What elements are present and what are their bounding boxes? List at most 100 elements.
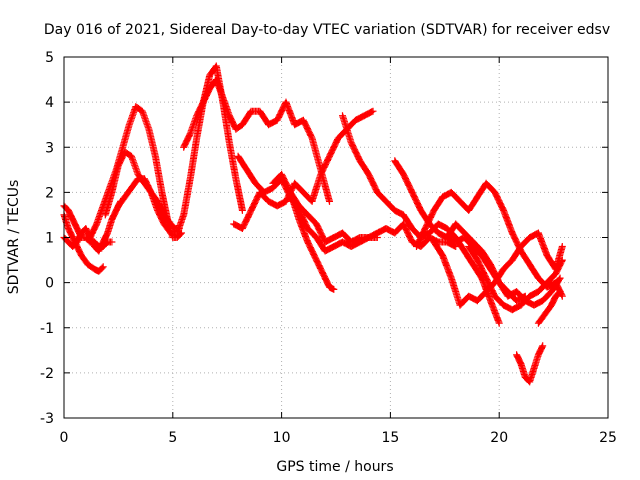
data-point	[467, 209, 470, 212]
data-point	[263, 191, 265, 194]
data-point	[98, 270, 100, 273]
y-tick-label: 4	[45, 95, 54, 111]
data-point	[480, 277, 483, 279]
data-point	[359, 241, 361, 243]
data-point	[311, 200, 313, 203]
data-point	[154, 155, 157, 158]
data-point	[541, 345, 544, 347]
data-point	[315, 223, 318, 225]
data-point	[156, 209, 159, 212]
data-point	[128, 123, 131, 126]
data-point	[163, 223, 165, 225]
data-point	[472, 241, 474, 243]
data-point	[208, 74, 211, 76]
chart-title: Day 016 of 2021, Sidereal Day-to-day VTE…	[44, 22, 610, 38]
data-point	[524, 295, 527, 297]
series-track-l	[339, 112, 503, 327]
data-point	[137, 178, 139, 180]
data-point	[341, 232, 344, 234]
data-point	[285, 200, 287, 203]
data-point	[450, 277, 453, 279]
data-point	[80, 254, 83, 257]
data-point	[80, 232, 83, 234]
data-point	[533, 367, 535, 370]
data-point	[180, 232, 183, 234]
data-point	[172, 236, 174, 239]
data-point	[537, 322, 540, 325]
data-point	[485, 277, 487, 279]
data-point	[254, 182, 257, 185]
data-point	[235, 128, 237, 130]
data-point	[376, 232, 379, 234]
data-point	[559, 290, 561, 293]
data-point	[561, 245, 564, 248]
data-point	[130, 187, 133, 189]
data-point	[467, 295, 470, 297]
data-point	[135, 105, 137, 108]
data-point	[554, 272, 557, 275]
data-markers	[443, 220, 564, 309]
data-point	[433, 241, 435, 243]
data-point	[237, 155, 239, 158]
data-point	[267, 200, 270, 203]
data-point	[467, 245, 470, 248]
data-point	[267, 123, 270, 126]
y-tick-label: 1	[45, 231, 54, 247]
data-point	[411, 191, 413, 194]
data-point	[102, 205, 104, 207]
data-point	[550, 304, 553, 306]
data-point	[117, 164, 120, 167]
data-point	[476, 196, 479, 198]
data-point	[507, 295, 509, 297]
data-point	[489, 263, 492, 266]
y-tick-label: -1	[40, 321, 54, 337]
data-point	[189, 178, 192, 180]
data-point	[472, 245, 474, 248]
data-point	[102, 241, 104, 243]
data-point	[537, 290, 540, 293]
axis-ticks: 0 5 10 15 20 25 -3 -2 -1 0 1 2 3 4 5	[40, 50, 617, 446]
data-point	[176, 232, 178, 234]
x-tick-label: 25	[599, 430, 617, 446]
data-point	[350, 241, 353, 243]
data-point	[350, 141, 353, 144]
series-track-k	[286, 188, 338, 293]
data-point	[228, 141, 231, 144]
data-point	[528, 295, 531, 297]
series-track-g	[180, 76, 333, 205]
data-point	[115, 209, 118, 212]
data-point	[337, 137, 339, 140]
data-point	[433, 209, 435, 212]
data-point	[117, 205, 120, 207]
data-point	[232, 223, 235, 225]
data-point	[241, 209, 244, 212]
data-point	[437, 232, 440, 234]
data-point	[324, 250, 326, 252]
data-point	[454, 241, 457, 243]
data-point	[333, 236, 335, 239]
data-point	[420, 209, 422, 212]
data-point	[354, 119, 357, 121]
data-point	[454, 223, 457, 225]
data-point	[520, 363, 522, 365]
data-point	[341, 114, 344, 117]
x-tick-label: 5	[168, 430, 177, 446]
data-point	[537, 232, 540, 234]
data-point	[515, 290, 518, 293]
data-point	[393, 159, 396, 162]
data-point	[250, 110, 252, 112]
data-point	[554, 295, 557, 297]
data-point	[111, 191, 113, 194]
data-point	[235, 178, 237, 180]
data-markers	[114, 62, 246, 237]
data-point	[544, 313, 546, 316]
data-point	[528, 263, 531, 266]
data-point	[150, 191, 152, 194]
data-point	[293, 182, 296, 185]
data-point	[141, 110, 144, 112]
data-point	[228, 114, 231, 117]
data-point	[437, 241, 440, 243]
data-point	[328, 155, 331, 158]
data-point	[524, 376, 527, 379]
y-tick-label: 2	[45, 185, 54, 201]
